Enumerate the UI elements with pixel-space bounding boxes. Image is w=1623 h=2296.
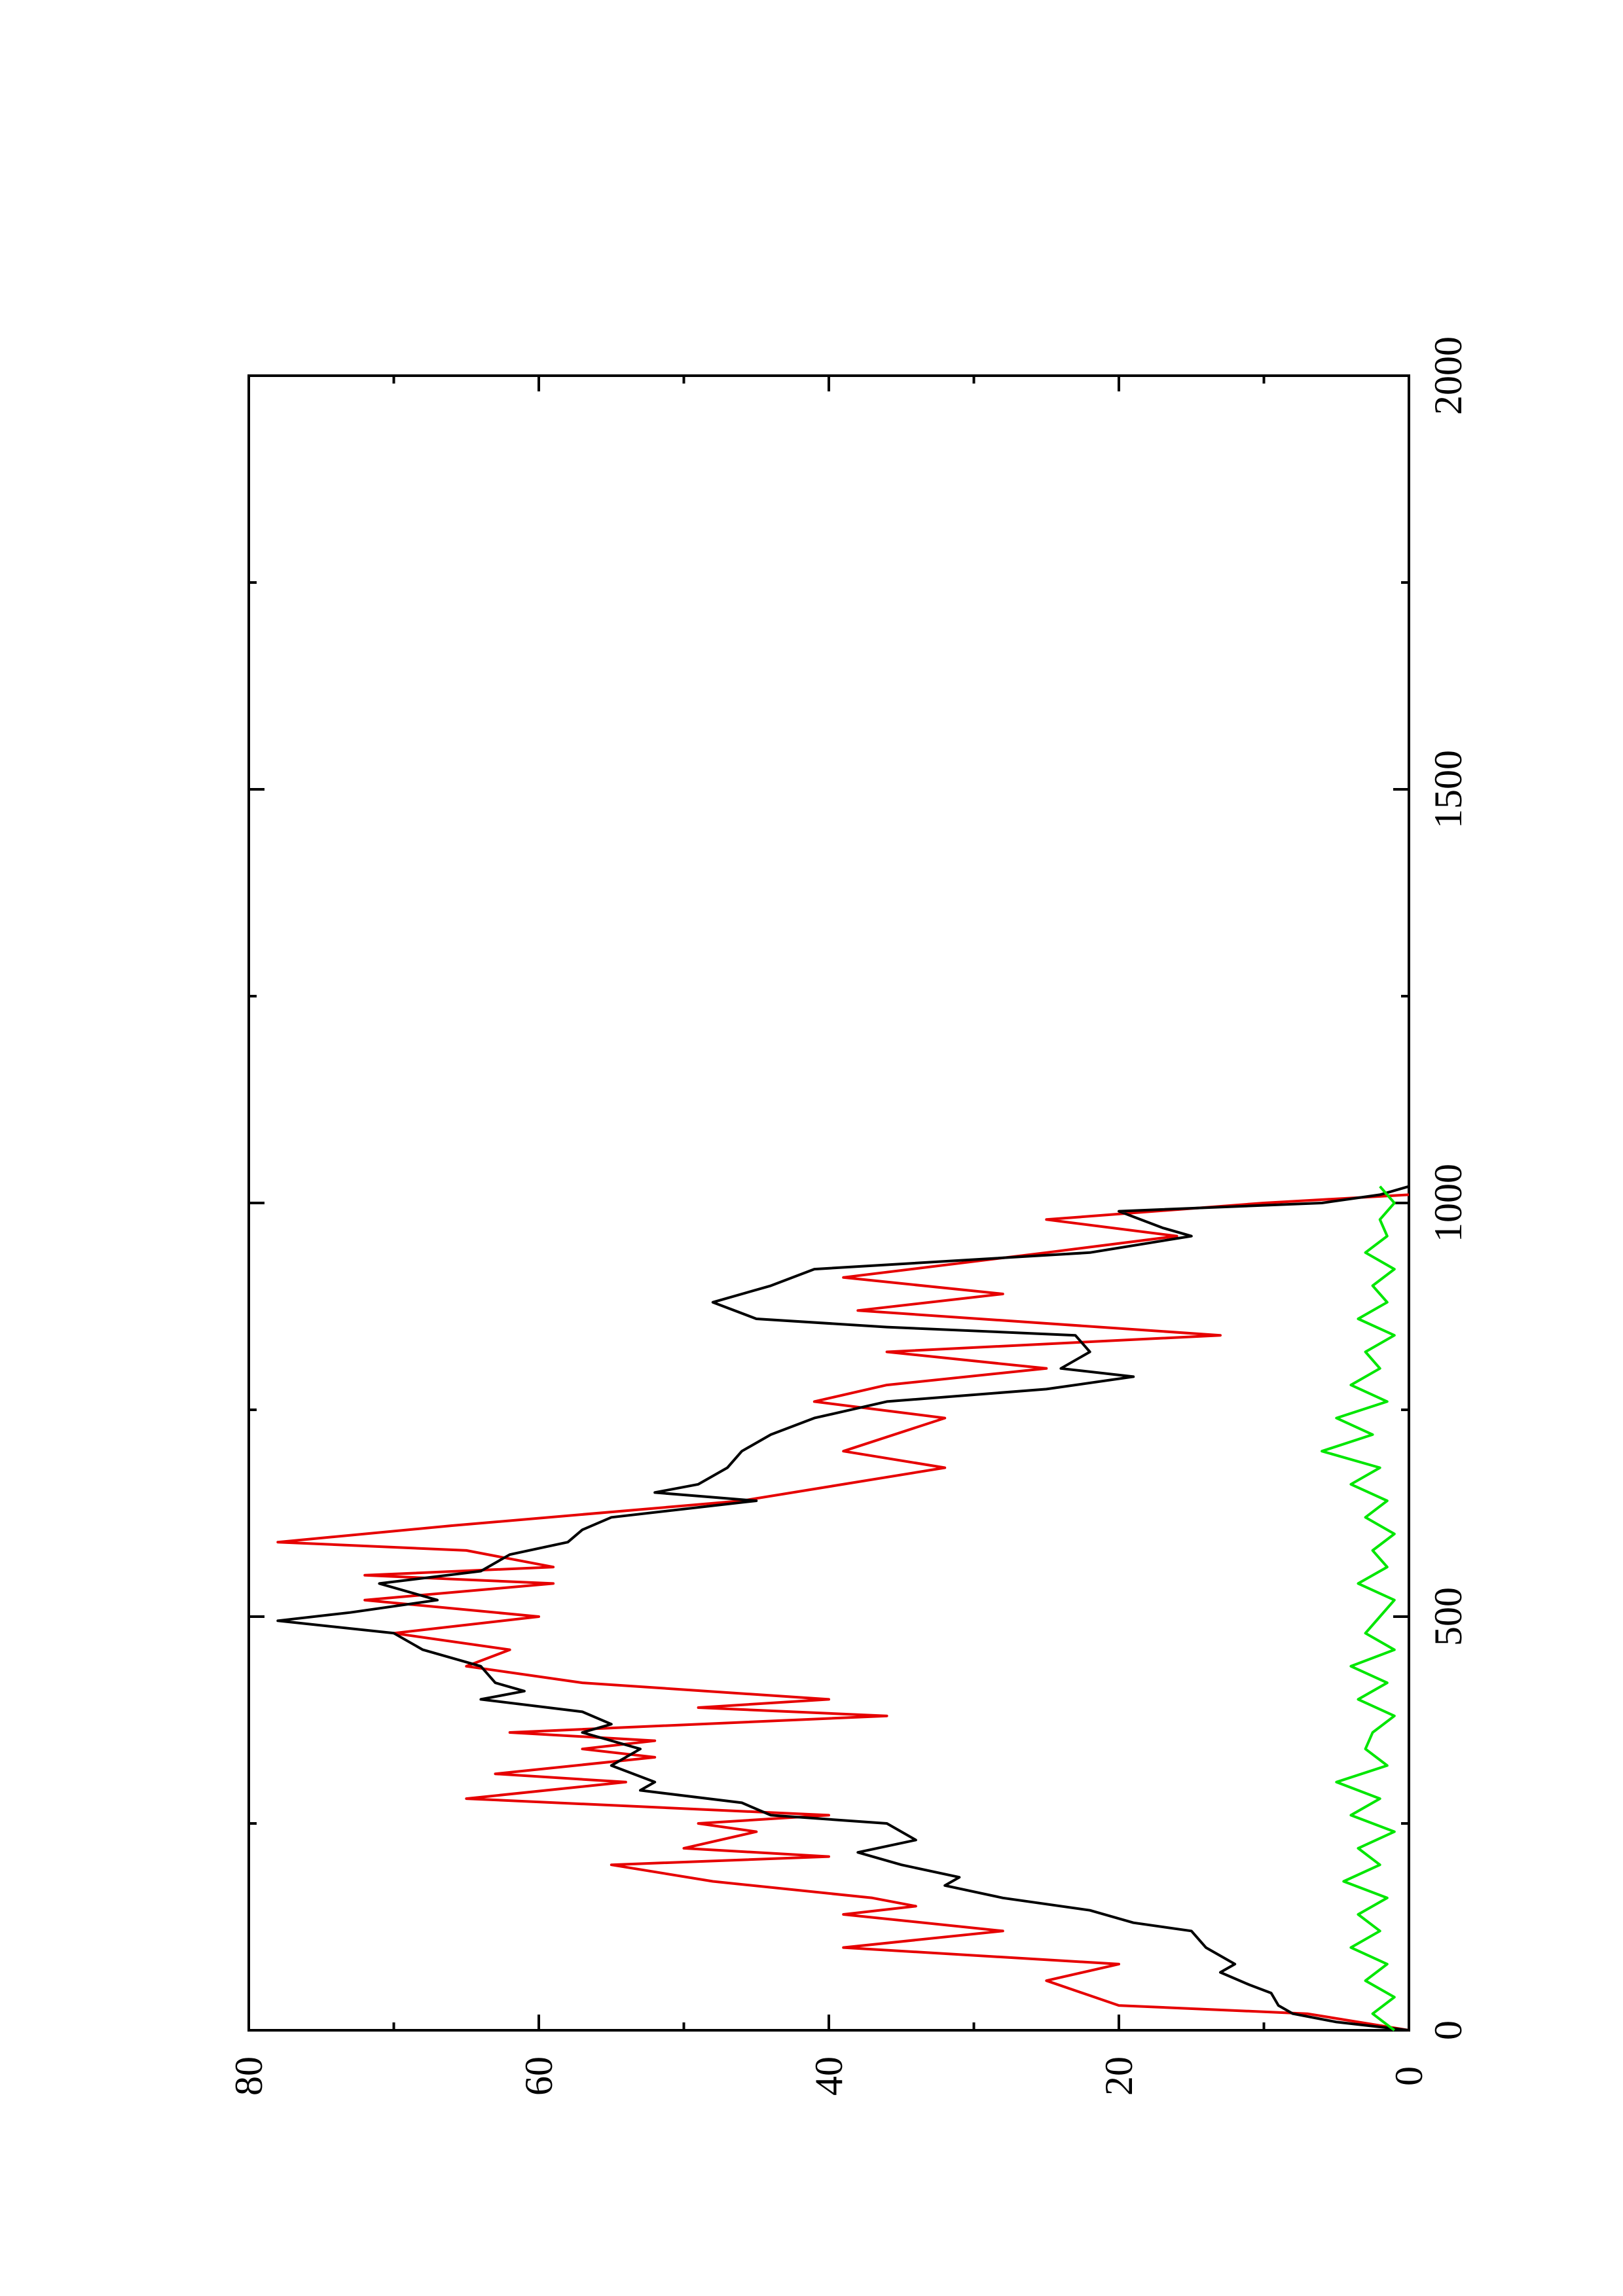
tick-labels: 0 500 1000 1500 2000 0 20 40 60 80 bbox=[227, 336, 1470, 2096]
y-tick-label: 20 bbox=[1097, 2056, 1140, 2096]
y-tick-label: 80 bbox=[227, 2056, 270, 2096]
tick-marks bbox=[247, 374, 1410, 2032]
series-group bbox=[276, 1185, 1410, 2032]
y-tick-label: 60 bbox=[517, 2056, 560, 2096]
y-tick-label: 40 bbox=[807, 2056, 850, 2096]
plot-frame bbox=[247, 374, 1410, 2032]
series-line-1 bbox=[276, 1193, 1410, 2032]
series-line-0 bbox=[276, 1185, 1410, 2032]
x-tick-label: 1500 bbox=[1427, 750, 1470, 829]
x-tick-label: 0 bbox=[1427, 2020, 1470, 2040]
series-line-2 bbox=[1321, 1185, 1396, 2032]
x-tick-label: 1000 bbox=[1427, 1164, 1470, 1242]
x-tick-label: 2000 bbox=[1427, 336, 1470, 415]
y-tick-label: 0 bbox=[1387, 2066, 1431, 2086]
x-tick-label: 500 bbox=[1427, 1587, 1470, 1646]
